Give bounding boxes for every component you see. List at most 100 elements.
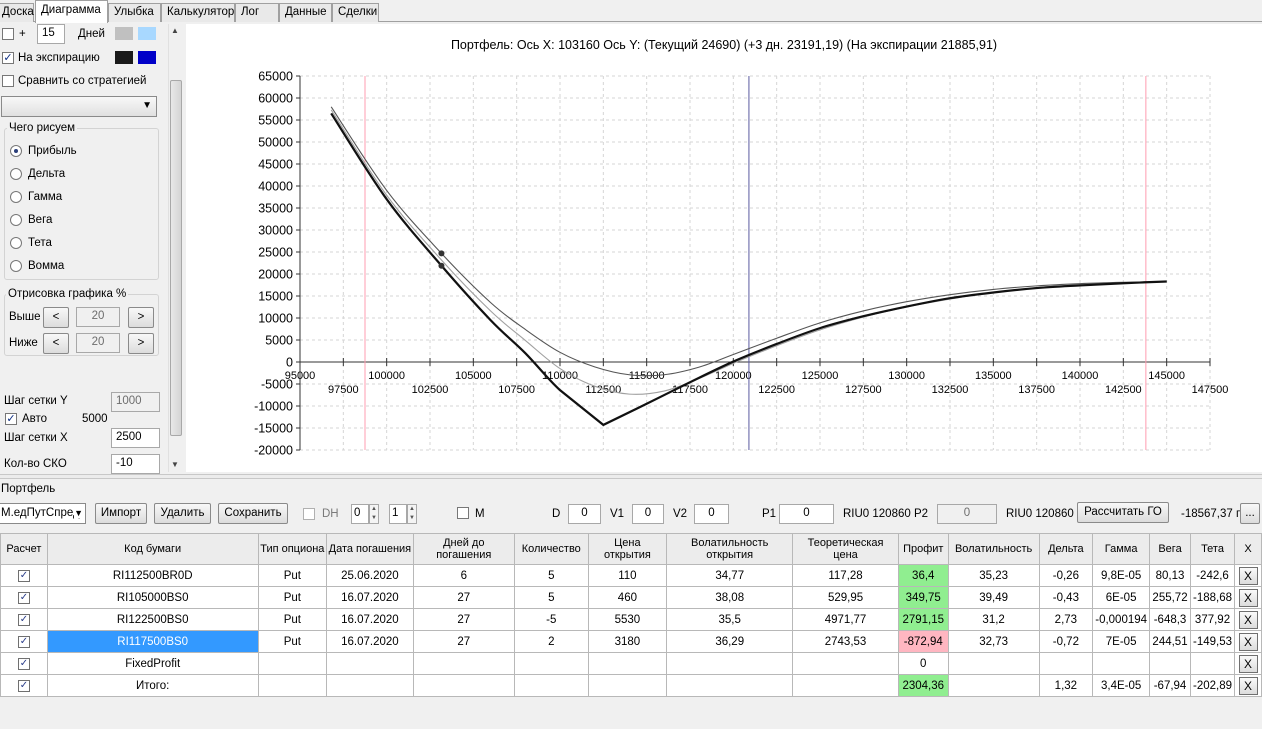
cell-profit[interactable]: 0	[897, 652, 949, 675]
cell-code[interactable]: RI122500BS0	[46, 608, 259, 631]
radio-delta[interactable]	[10, 168, 22, 180]
cell-quantity[interactable]: 2	[513, 630, 589, 653]
cell-volatility[interactable]: 35,23	[947, 564, 1040, 587]
tab-diagram[interactable]: Диаграмма	[35, 0, 108, 23]
cell-open-price[interactable]: 5530	[587, 608, 668, 631]
dh-checkbox[interactable]	[303, 508, 315, 520]
cell-option-type[interactable]: Put	[257, 608, 328, 631]
scroll-up-icon[interactable]: ▲	[171, 26, 179, 35]
expiry-checkbox[interactable]: ✓	[2, 52, 14, 64]
color-swatch-gray[interactable]	[115, 27, 133, 40]
cell-theoretical-price[interactable]: 117,28	[792, 564, 899, 587]
dh-spin2-input[interactable]: 1	[389, 504, 407, 524]
header-calc[interactable]: Расчет	[0, 533, 48, 565]
v1-input[interactable]: 0	[632, 504, 664, 524]
below-decrease-button[interactable]: <	[43, 333, 69, 354]
color-swatch-black[interactable]	[115, 51, 133, 64]
cell-days-to-expiry[interactable]: 6	[412, 564, 515, 587]
sko-input[interactable]: -10	[111, 454, 160, 474]
cell-code[interactable]: RI117500BS0	[46, 630, 259, 653]
splitter[interactable]	[0, 474, 1262, 479]
radio-profit[interactable]	[10, 145, 22, 157]
import-button[interactable]: Импорт	[95, 503, 147, 524]
cell-open-price[interactable]: 460	[587, 586, 668, 609]
cell-theta[interactable]: -242,6	[1190, 564, 1236, 587]
v2-input[interactable]: 0	[694, 504, 729, 524]
cell-option-type[interactable]	[257, 674, 328, 697]
cell-code[interactable]: FixedProfit	[46, 652, 259, 675]
cell-vega[interactable]	[1149, 652, 1192, 675]
cell-profit[interactable]: -872,94	[897, 630, 949, 653]
header-expiry-date[interactable]: Дата погашения	[326, 533, 414, 565]
cell-days-to-expiry[interactable]: 27	[412, 586, 515, 609]
cell-expiry-date[interactable]: 16.07.2020	[326, 630, 414, 653]
p2-input[interactable]: 0	[937, 504, 997, 524]
strategy-select[interactable]: М.едПутСпред ▼	[0, 503, 86, 524]
table-row[interactable]: ✓ RI117500BS0 Put 16.07.2020 27 2 3180 36,29 274…	[0, 630, 1262, 653]
calc-checkbox[interactable]: ✓	[17, 636, 30, 648]
cell-days-to-expiry[interactable]	[412, 674, 515, 697]
plus-days-checkbox[interactable]	[2, 28, 14, 40]
cell-option-type[interactable]: Put	[257, 630, 328, 653]
cell-expiry-date[interactable]: 25.06.2020	[326, 564, 414, 587]
dh-spin1-arrows[interactable]: ▲ ▼	[369, 504, 379, 524]
cell-vega[interactable]: -67,94	[1149, 674, 1192, 697]
cell-expiry-date[interactable]: 16.07.2020	[326, 608, 414, 631]
cell-open-volatility[interactable]: 34,77	[666, 564, 794, 587]
scroll-thumb[interactable]	[170, 80, 182, 436]
color-swatch-blue[interactable]	[138, 51, 156, 64]
cell-open-volatility[interactable]	[666, 652, 794, 675]
radio-vega[interactable]	[10, 214, 22, 226]
header-code[interactable]: Код бумаги	[46, 533, 259, 565]
dh-spin1-input[interactable]: 0	[351, 504, 369, 524]
above-decrease-button[interactable]: <	[43, 307, 69, 328]
pnl-chart[interactable]: 6500060000550005000045000400003500030000…	[186, 24, 1262, 472]
header-open-volatility[interactable]: Волатильность открытия	[666, 533, 794, 565]
header-delta[interactable]: Дельта	[1038, 533, 1094, 565]
cell-gamma[interactable]: 6E-05	[1092, 586, 1151, 609]
cell-option-type[interactable]: Put	[257, 586, 328, 609]
tab-data[interactable]: Данные	[279, 3, 332, 22]
cell-delta[interactable]	[1038, 652, 1094, 675]
cell-profit[interactable]: 2304,36	[897, 674, 949, 697]
more-button[interactable]: ...	[1240, 503, 1260, 524]
remove-row-button[interactable]: X	[1238, 566, 1258, 585]
compare-checkbox[interactable]	[2, 75, 14, 87]
save-button[interactable]: Сохранить	[218, 503, 288, 524]
cell-vega[interactable]: 244,51	[1149, 630, 1192, 653]
header-volatility[interactable]: Волатильность	[947, 533, 1040, 565]
tab-calculator[interactable]: Калькулятор	[161, 3, 235, 22]
cell-theta[interactable]: 377,92	[1190, 608, 1236, 631]
cell-gamma[interactable]: 3,4E-05	[1092, 674, 1151, 697]
cell-expiry-date[interactable]: 16.07.2020	[326, 586, 414, 609]
m-checkbox[interactable]	[457, 507, 469, 519]
tab-deals[interactable]: Сделки	[332, 3, 379, 22]
p1-input[interactable]: 0	[779, 504, 834, 524]
cell-vega[interactable]: -648,3	[1149, 608, 1192, 631]
cell-volatility[interactable]	[947, 652, 1040, 675]
remove-row-button[interactable]: X	[1238, 676, 1258, 695]
remove-row-button[interactable]: X	[1238, 588, 1258, 607]
delete-button[interactable]: Удалить	[154, 503, 211, 524]
cell-open-price[interactable]: 110	[587, 564, 668, 587]
calc-checkbox[interactable]: ✓	[17, 592, 30, 604]
header-profit[interactable]: Профит	[897, 533, 949, 565]
cell-theta[interactable]: -188,68	[1190, 586, 1236, 609]
cell-open-price[interactable]	[587, 674, 668, 697]
table-row[interactable]: ✓ FixedProfit 0 X	[0, 652, 1262, 675]
cell-expiry-date[interactable]	[326, 652, 414, 675]
radio-vomma[interactable]	[10, 260, 22, 272]
calc-checkbox[interactable]: ✓	[17, 570, 30, 582]
cell-code[interactable]: Итого:	[46, 674, 259, 697]
cell-profit[interactable]: 349,75	[897, 586, 949, 609]
scroll-down-icon[interactable]: ▼	[171, 460, 179, 469]
cell-quantity[interactable]: 5	[513, 564, 589, 587]
cell-open-volatility[interactable]: 36,29	[666, 630, 794, 653]
cell-profit[interactable]: 2791,15	[897, 608, 949, 631]
cell-delta[interactable]: 2,73	[1038, 608, 1094, 631]
cell-theoretical-price[interactable]: 4971,77	[792, 608, 899, 631]
header-gamma[interactable]: Гамма	[1092, 533, 1151, 565]
cell-gamma[interactable]: 9,8E-05	[1092, 564, 1151, 587]
cell-vega[interactable]: 255,72	[1149, 586, 1192, 609]
days-input[interactable]: 15	[37, 24, 65, 44]
